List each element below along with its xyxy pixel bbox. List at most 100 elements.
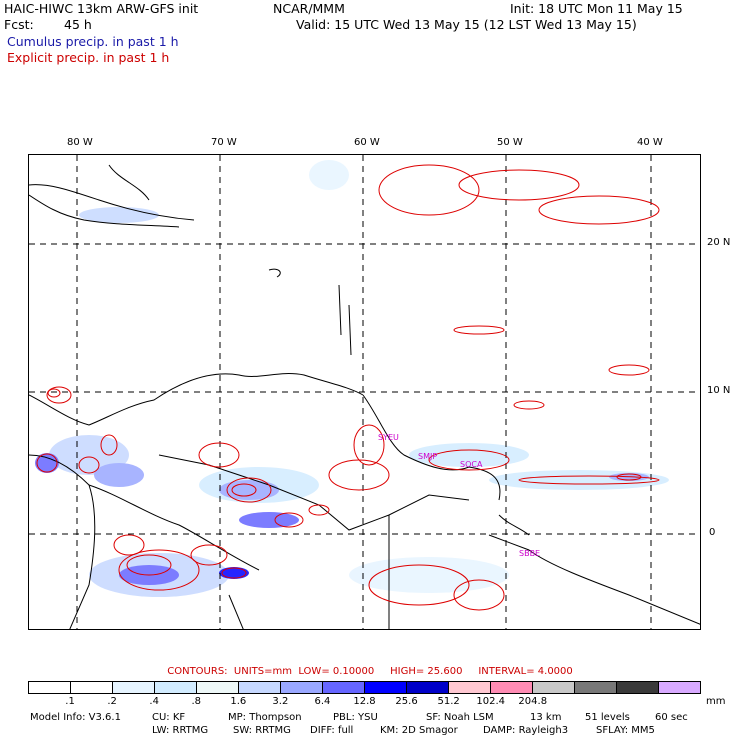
precip-contour xyxy=(190,544,228,566)
legend-explicit: Explicit precip. in past 1 h xyxy=(7,50,170,65)
precip-shade xyxy=(239,512,299,528)
colorbar-segment xyxy=(323,682,365,693)
colorbar-segment xyxy=(71,682,113,693)
colorbar-tick-label: 102.4 xyxy=(476,696,506,707)
contour-info: CONTOURS: UNITS=mm LOW= 0.10000 HIGH= 25… xyxy=(0,666,740,677)
valid-time: Valid: 15 UTC Wed 13 May 15 (12 LST Wed … xyxy=(296,17,637,32)
graticule xyxy=(29,155,700,629)
model-info-item: SW: RRTMG xyxy=(233,725,291,736)
colorbar-tick-label: .8 xyxy=(191,696,202,707)
precip-contour xyxy=(198,442,240,468)
colorbar-segment xyxy=(449,682,491,693)
lon-label-70w: 70 W xyxy=(211,137,237,148)
model-info-item: LW: RRTMG xyxy=(152,725,209,736)
precip-contour xyxy=(328,459,390,491)
colorbar-segment xyxy=(491,682,533,693)
model-info-item: DAMP: Rayleigh3 xyxy=(483,725,569,736)
precip-contour xyxy=(353,424,385,466)
lon-label-50w: 50 W xyxy=(497,137,523,148)
precip-contour xyxy=(221,567,247,579)
precip-shade xyxy=(409,443,529,467)
colorbar-segment xyxy=(617,682,659,693)
model-info-item: 13 km xyxy=(530,712,562,723)
precip-contour xyxy=(47,388,61,398)
model-title: HAIC-HIWC 13km ARW-GFS init xyxy=(4,1,199,16)
colorbar-tick-label: 6.4 xyxy=(314,696,331,707)
precip-shade xyxy=(35,453,59,473)
cumulus-precip-layer xyxy=(35,160,669,597)
colorbar-tick-label: 204.8 xyxy=(518,696,548,707)
init-time: Init: 18 UTC Mon 11 May 15 xyxy=(510,1,683,16)
precip-contour xyxy=(113,534,145,556)
colorbar-tick-label: 12.8 xyxy=(353,696,376,707)
colorbar-segment xyxy=(155,682,197,693)
colorbar-tick-label: 25.6 xyxy=(395,696,418,707)
coastlines xyxy=(29,164,700,629)
precip-contour xyxy=(226,477,272,503)
colorbar-tick-label: .4 xyxy=(149,696,159,707)
precip-contour xyxy=(231,483,257,497)
station-label: SYEU xyxy=(378,433,399,442)
station-labels: SYEU SMJP SOCA SBBE xyxy=(378,433,540,558)
precip-contour xyxy=(538,195,660,225)
colorbar-segment xyxy=(407,682,449,693)
precip-contour xyxy=(513,400,545,410)
precip-shade xyxy=(309,160,349,190)
model-info-item: SF: Noah LSM xyxy=(426,712,494,723)
precip-contour xyxy=(36,453,58,473)
colorbar-tick-label: .1 xyxy=(65,696,75,707)
precip-contour xyxy=(453,325,505,335)
precip-contour xyxy=(458,169,580,201)
colorbar-tick-label: 51.2 xyxy=(437,696,460,707)
colorbar-tick-label: 1.6 xyxy=(230,696,247,707)
colorbar-tick-label: .2 xyxy=(107,696,117,707)
legend-cumulus: Cumulus precip. in past 1 h xyxy=(7,34,179,49)
forecast-value: 45 h xyxy=(64,17,92,32)
precip-contour xyxy=(126,554,172,576)
map-canvas: SYEU SMJP SOCA SBBE xyxy=(29,155,700,629)
precip-contour xyxy=(308,504,330,516)
colorbar-segment xyxy=(281,682,323,693)
precip-contour xyxy=(616,473,642,481)
contour-interval: INTERVAL= 4.0000 xyxy=(478,666,573,677)
precip-shade xyxy=(94,463,144,487)
model-info-item: KM: 2D Smagor xyxy=(380,725,458,736)
precip-shade xyxy=(219,567,249,579)
colorbar-segment xyxy=(365,682,407,693)
model-info-item: MP: Thompson xyxy=(228,712,302,723)
lon-label-80w: 80 W xyxy=(67,137,93,148)
model-info-item: 51 levels xyxy=(585,712,630,723)
contour-low: LOW= 0.10000 xyxy=(298,666,375,677)
org-label: NCAR/MMM xyxy=(273,1,345,16)
model-info-item: SFLAY: MM5 xyxy=(596,725,655,736)
precip-contour xyxy=(274,512,304,528)
contour-units: UNITS=mm xyxy=(233,666,292,677)
contour-label: CONTOURS: xyxy=(167,666,228,677)
precip-contour xyxy=(46,386,72,404)
model-info-item: PBL: YSU xyxy=(333,712,378,723)
colorbar-segment xyxy=(239,682,281,693)
lat-label-20n: 20 N xyxy=(707,237,731,248)
precip-shade xyxy=(349,557,509,593)
model-info-item: CU: KF xyxy=(152,712,186,723)
station-label: SBBE xyxy=(519,549,540,558)
colorbar-tick-label: 3.2 xyxy=(272,696,289,707)
colorbar-segment xyxy=(533,682,575,693)
precip-contour xyxy=(378,164,480,216)
lat-label-0: 0 xyxy=(709,527,716,538)
colorbar-units: mm xyxy=(706,696,726,707)
lon-label-40w: 40 W xyxy=(637,137,663,148)
colorbar-segment xyxy=(113,682,155,693)
explicit-precip-contours xyxy=(36,164,660,611)
colorbar-segment xyxy=(29,682,71,693)
contour-high: HIGH= 25.600 xyxy=(390,666,463,677)
precip-shade xyxy=(219,480,279,500)
model-info-item: Model Info: V3.6.1 xyxy=(30,712,121,723)
model-info-item: 60 sec xyxy=(655,712,688,723)
precip-contour xyxy=(100,434,118,456)
precip-contour xyxy=(118,549,200,591)
lat-label-10n: 10 N xyxy=(707,385,731,396)
precip-contour xyxy=(608,364,650,376)
precip-contour xyxy=(453,579,505,611)
precip-contour xyxy=(368,564,470,606)
